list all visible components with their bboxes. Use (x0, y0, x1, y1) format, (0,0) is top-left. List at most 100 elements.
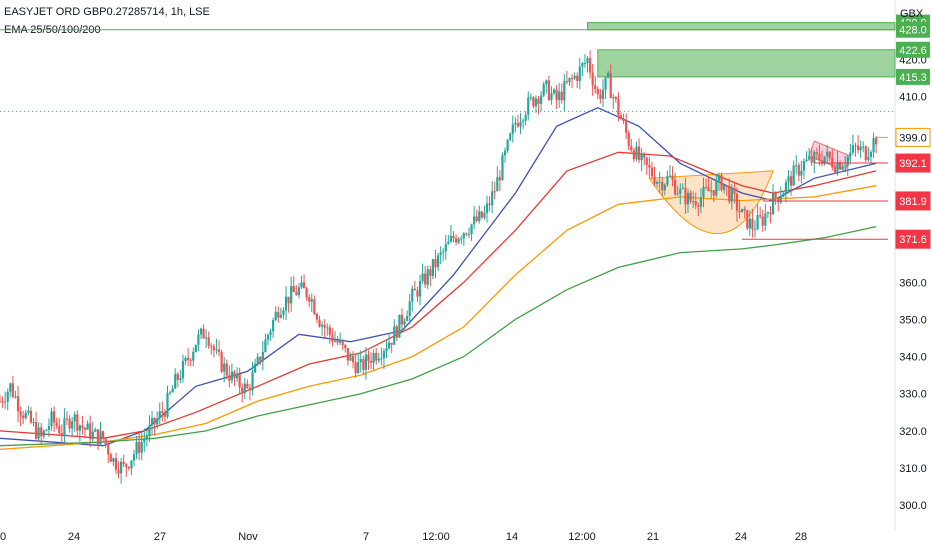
y-tick-label: 300.0 (899, 500, 927, 512)
candle-body (339, 340, 342, 343)
candle-body (321, 324, 324, 327)
candle (71, 416, 74, 437)
zone-badge-label: 415.3 (899, 72, 927, 84)
x-tick-label: 12:00 (568, 531, 596, 543)
candle (862, 141, 865, 153)
candle-body (655, 181, 659, 184)
candle-body (630, 146, 633, 151)
candle (728, 178, 731, 204)
candle-body (436, 255, 440, 268)
candle-body (612, 97, 615, 99)
candle-body (143, 439, 146, 443)
candle (4, 391, 7, 409)
candle-body (104, 438, 107, 445)
candle-body (511, 124, 514, 134)
candle-body (256, 356, 259, 364)
candle (542, 81, 545, 98)
candle-body (65, 418, 69, 420)
candle (55, 417, 58, 430)
candle (34, 411, 38, 442)
candle-body (869, 152, 873, 157)
candle-body (29, 410, 33, 423)
candle-body (122, 461, 125, 464)
candle (735, 187, 739, 222)
candle-body (820, 160, 824, 164)
candle (351, 351, 355, 369)
candle-body (717, 175, 721, 181)
candle (53, 406, 56, 432)
ema-lines (0, 106, 877, 451)
candle-body (586, 58, 589, 64)
candle (851, 134, 855, 156)
candle-body (547, 80, 550, 100)
candle-body (429, 269, 432, 276)
candle (104, 437, 107, 449)
resistance-zones (0, 0, 896, 530)
candle-body (671, 175, 674, 180)
candle (607, 70, 610, 79)
candle (122, 454, 125, 467)
candle-body (648, 164, 651, 168)
candle-body (32, 422, 35, 424)
candle-body (318, 319, 321, 327)
candle (480, 210, 483, 219)
candle (485, 195, 489, 223)
candle (645, 156, 648, 175)
candle (135, 436, 138, 459)
candle (223, 357, 226, 383)
candle (612, 93, 615, 109)
candle (233, 370, 236, 387)
candle (596, 86, 599, 100)
candle-body (570, 77, 574, 79)
candle-body (743, 208, 746, 211)
candle (601, 79, 605, 108)
candle-body (0, 401, 2, 403)
candle-body (272, 319, 275, 332)
candle-body (483, 212, 486, 218)
candle-body (395, 326, 398, 338)
candle (166, 385, 169, 419)
candle-body (254, 363, 257, 373)
candle-body (120, 461, 123, 474)
candle-body (426, 269, 429, 285)
zone-badge (896, 68, 930, 85)
candle-body (107, 444, 110, 455)
candle (849, 143, 852, 165)
candle (156, 411, 159, 429)
candle-body (722, 185, 726, 190)
candle-body (439, 252, 442, 256)
candle-body (145, 436, 148, 440)
candle-body (529, 97, 532, 99)
candle (372, 349, 375, 370)
candle (344, 344, 347, 353)
candle-body (91, 431, 94, 440)
candle (161, 401, 164, 422)
candle-body (372, 353, 375, 363)
candle (746, 209, 749, 231)
candle-body (746, 210, 749, 229)
time-axis: 00 24 27 Nov 7 12:00 14 12:00 21 24 28 (0, 531, 807, 543)
candle-body (212, 346, 215, 351)
candle-body (413, 288, 416, 291)
candle-body (501, 155, 504, 181)
candle (382, 348, 386, 369)
candle-body (27, 410, 30, 413)
candle-body (369, 360, 373, 363)
candle-body (292, 286, 295, 293)
candle (748, 210, 751, 237)
candle (447, 235, 450, 245)
candle (470, 223, 473, 241)
candle-body (421, 273, 424, 282)
candle (243, 377, 246, 400)
candle-body (202, 328, 205, 339)
candle (436, 252, 440, 272)
candle (643, 152, 646, 166)
candle-body (362, 359, 365, 370)
candle (429, 265, 432, 287)
candle (578, 58, 581, 90)
candle (787, 170, 790, 194)
candle-body (78, 425, 81, 431)
level-badge-label: 392.1 (899, 158, 927, 170)
candle-body (40, 427, 43, 437)
